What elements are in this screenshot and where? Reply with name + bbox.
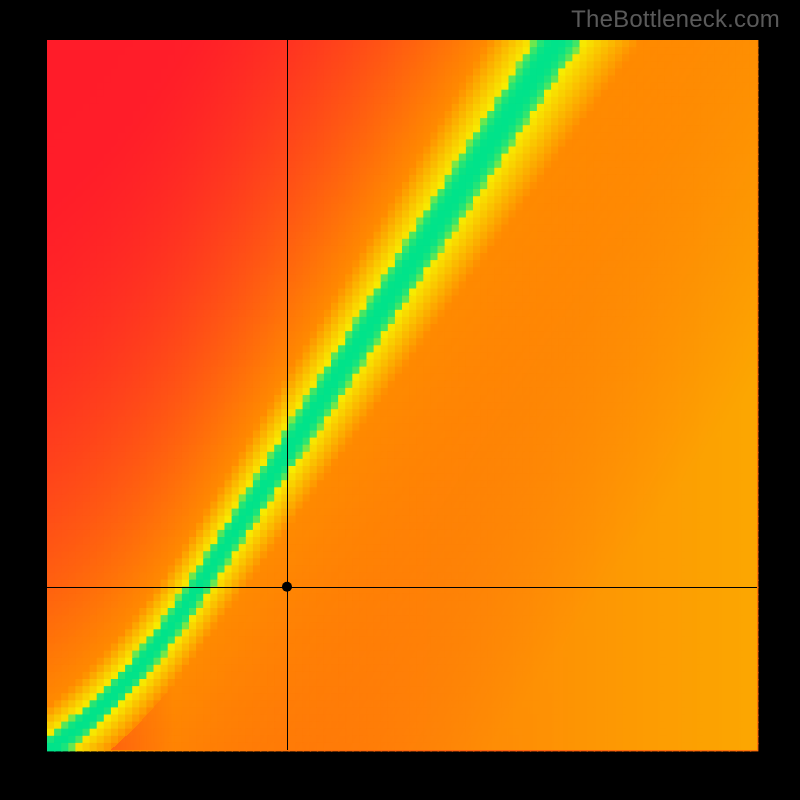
watermark: TheBottleneck.com: [571, 6, 780, 34]
heatmap-plot: [0, 0, 800, 800]
chart-container: TheBottleneck.com: [0, 0, 800, 800]
